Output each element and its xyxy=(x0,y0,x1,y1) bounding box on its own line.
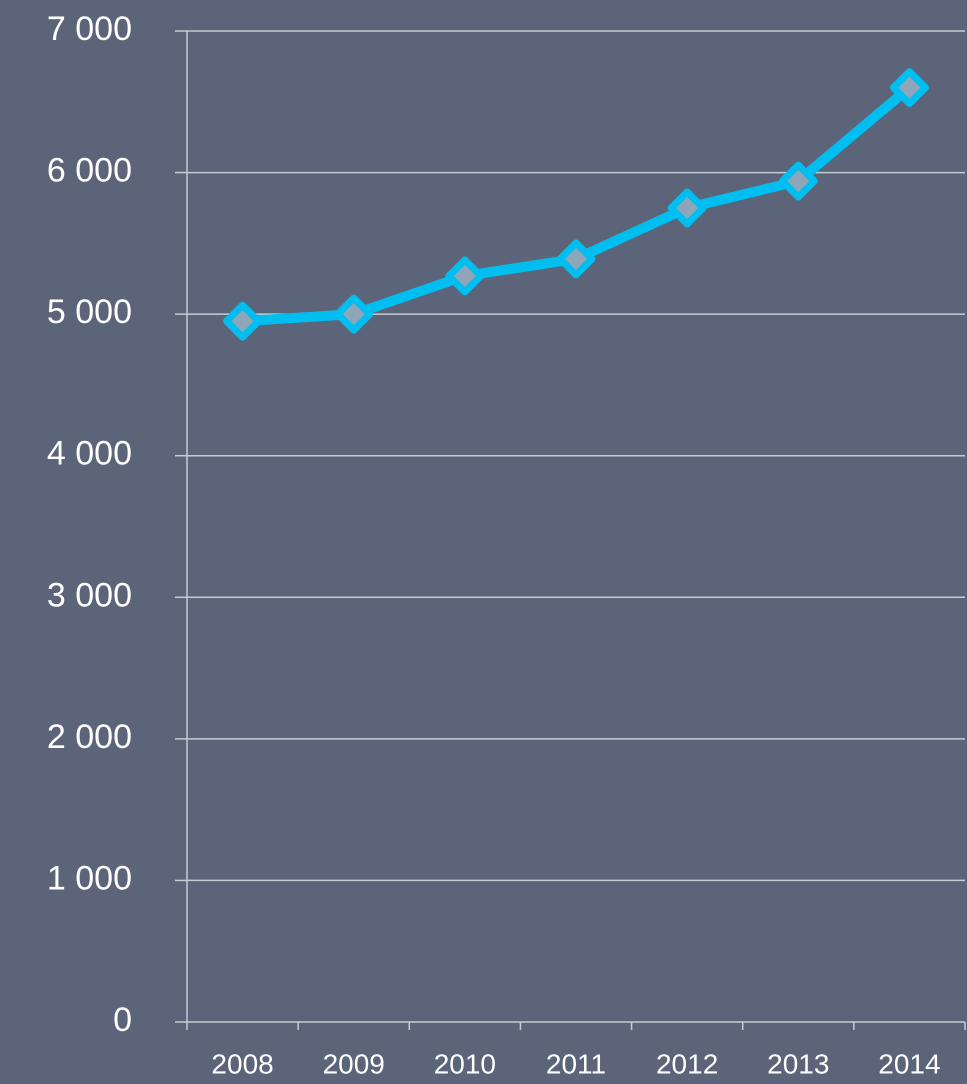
marker xyxy=(778,161,818,201)
x-tick-label: 2013 xyxy=(767,1048,829,1079)
y-tick-label: 2 000 xyxy=(47,718,132,756)
y-tick-label: 7 000 xyxy=(47,10,132,48)
marker xyxy=(445,256,485,296)
y-tick-label: 0 xyxy=(113,1001,132,1039)
x-tick-label: 2014 xyxy=(878,1048,940,1079)
y-tick-label: 1 000 xyxy=(47,859,132,897)
x-tick-label: 2009 xyxy=(323,1048,385,1079)
y-tick-label: 4 000 xyxy=(47,435,132,473)
marker xyxy=(334,294,374,334)
x-tick-label: 2010 xyxy=(434,1048,496,1079)
y-tick-label: 5 000 xyxy=(47,293,132,331)
marker xyxy=(667,188,707,228)
line xyxy=(242,83,913,327)
marker xyxy=(223,301,263,341)
y-tick-label: 6 000 xyxy=(47,152,132,190)
x-tick-label: 2012 xyxy=(656,1048,718,1079)
y-tick-label: 3 000 xyxy=(47,576,132,614)
marker xyxy=(889,68,929,108)
x-tick-label: 2011 xyxy=(546,1048,606,1079)
marker xyxy=(556,239,596,279)
x-tick-label: 2008 xyxy=(211,1048,273,1079)
